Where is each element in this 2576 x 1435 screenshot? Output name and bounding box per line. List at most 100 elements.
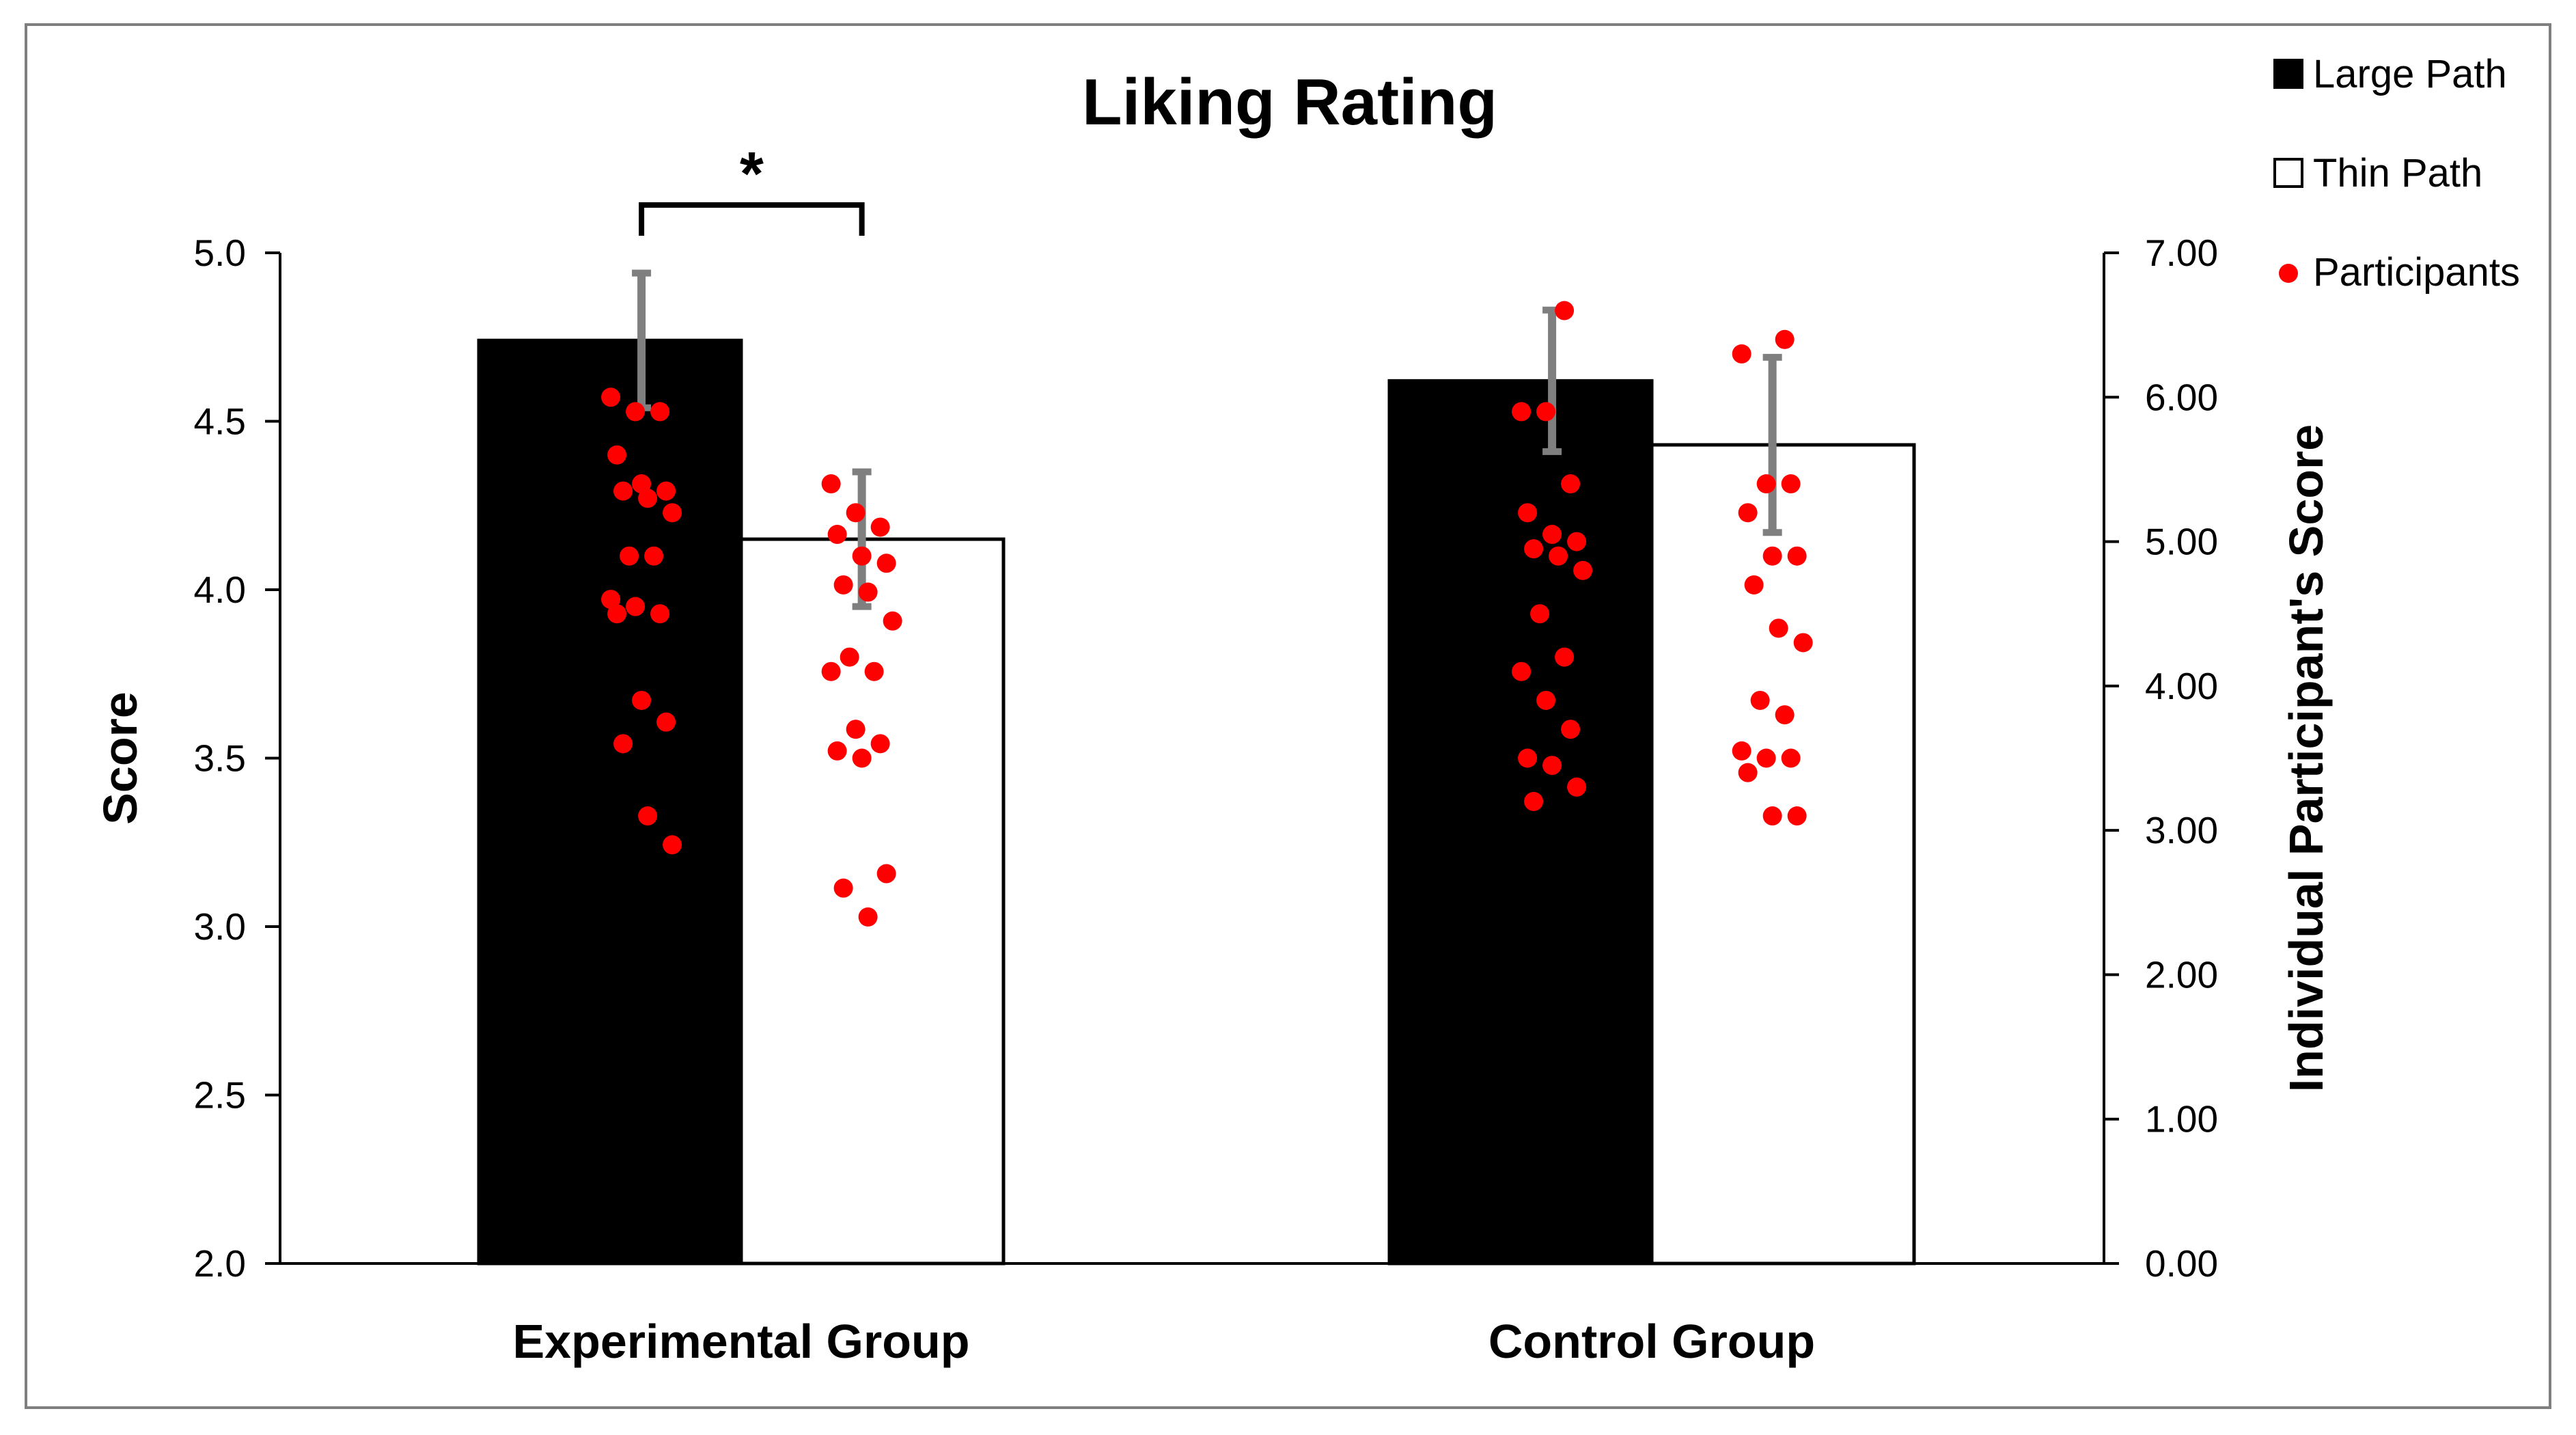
participant-dot-0-0-1 bbox=[626, 402, 646, 422]
participant-dot-0-0-12 bbox=[626, 597, 646, 616]
participant-dot-0-0-10 bbox=[644, 546, 664, 566]
participant-dot-0-1-7 bbox=[1524, 539, 1544, 559]
participant-dot-0-0-11 bbox=[601, 590, 621, 610]
y2-tick-label: 0.00 bbox=[2145, 1242, 2218, 1285]
participant-dot-1-1-6 bbox=[1787, 546, 1807, 566]
legend-label: Large Path bbox=[2313, 52, 2507, 96]
participant-dot-0-0-6 bbox=[613, 481, 633, 501]
participant-dot-1-1-14 bbox=[1781, 748, 1801, 768]
participant-dot-0-0-7 bbox=[638, 489, 658, 508]
participant-dot-1-1-2 bbox=[1756, 474, 1776, 494]
participant-dot-0-1-5 bbox=[1542, 525, 1562, 545]
participant-dot-1-1-13 bbox=[1756, 748, 1776, 768]
participant-dot-1-1-9 bbox=[1793, 633, 1813, 653]
participant-dot-0-0-3 bbox=[607, 445, 627, 465]
participant-dot-1-0-15 bbox=[852, 748, 872, 768]
chart-title: Liking Rating bbox=[1082, 66, 1497, 139]
y-tick-label: 3.5 bbox=[194, 737, 246, 780]
legend-label: Thin Path bbox=[2313, 151, 2482, 195]
significance-bracket bbox=[639, 202, 865, 236]
participant-dot-0-1-14 bbox=[1561, 720, 1581, 739]
participant-dot-1-0-4 bbox=[852, 546, 872, 566]
legend: Large Path Thin Path Participants bbox=[2273, 52, 2520, 295]
participant-dot-1-0-13 bbox=[870, 734, 890, 754]
participant-dot-1-1-7 bbox=[1744, 575, 1764, 594]
participant-dot-0-1-0 bbox=[1555, 301, 1575, 320]
significance-marker: * bbox=[740, 140, 764, 208]
participant-dot-0-1-17 bbox=[1567, 777, 1587, 797]
participant-dot-1-0-1 bbox=[846, 503, 865, 523]
participant-dot-1-1-0 bbox=[1775, 329, 1795, 349]
participant-dot-1-1-11 bbox=[1775, 705, 1795, 725]
participant-dot-1-0-0 bbox=[821, 474, 841, 494]
participant-dot-0-1-13 bbox=[1536, 690, 1556, 710]
participant-dot-0-0-9 bbox=[620, 546, 639, 566]
y2-tick-label: 7.00 bbox=[2145, 232, 2218, 274]
participant-dot-0-1-3 bbox=[1561, 474, 1581, 494]
y-axis-title: Score bbox=[94, 692, 147, 825]
participant-dot-1-0-7 bbox=[858, 582, 878, 602]
y2-tick-label: 1.00 bbox=[2145, 1098, 2218, 1140]
participant-dot-0-0-17 bbox=[613, 734, 633, 754]
participant-dot-1-0-10 bbox=[864, 661, 884, 681]
participant-dot-0-1-9 bbox=[1573, 560, 1593, 580]
legend-label: Participants bbox=[2313, 250, 2520, 295]
bar-large-path-0 bbox=[477, 338, 743, 1266]
participant-dot-0-0-8 bbox=[663, 503, 682, 523]
y-tick-label: 4.0 bbox=[194, 569, 246, 611]
participant-dot-1-1-8 bbox=[1769, 618, 1788, 638]
participant-dot-1-1-5 bbox=[1762, 546, 1782, 566]
legend-swatch-thin-path bbox=[2273, 158, 2303, 188]
participant-dot-0-1-4 bbox=[1518, 503, 1538, 523]
y2-tick-label: 4.00 bbox=[2145, 665, 2218, 707]
participant-dot-1-0-2 bbox=[870, 517, 890, 537]
participant-dot-0-0-19 bbox=[663, 835, 682, 855]
participant-dot-0-0-13 bbox=[650, 604, 670, 624]
plot-area: 2.0 2.5 3.0 3.5 4.0 4.5 5.0 Score 0.00 1.00 2.00 3.… bbox=[94, 140, 2333, 1368]
y2-tick-label: 5.00 bbox=[2145, 521, 2218, 563]
participant-dot-0-1-12 bbox=[1512, 661, 1532, 681]
participant-dot-1-0-17 bbox=[833, 878, 853, 898]
participant-dot-1-0-12 bbox=[846, 720, 865, 739]
participant-dot-0-0-5 bbox=[656, 481, 676, 501]
participant-dot-0-0-14 bbox=[607, 604, 627, 624]
participant-dot-0-1-2 bbox=[1536, 402, 1556, 422]
y2-axis-title: Individual Participant's Score bbox=[2280, 424, 2333, 1092]
participant-dot-0-0-15 bbox=[632, 690, 652, 710]
participant-dot-0-0-0 bbox=[601, 387, 621, 407]
y-tick-label: 3.0 bbox=[194, 905, 246, 948]
participant-dot-1-0-9 bbox=[840, 647, 859, 667]
participant-dot-1-1-4 bbox=[1738, 503, 1758, 523]
y2-tick-label: 3.00 bbox=[2145, 809, 2218, 851]
bar-thin-path-0 bbox=[739, 537, 1006, 1266]
participant-dot-1-1-17 bbox=[1787, 806, 1807, 826]
y-tick-label: 5.0 bbox=[194, 232, 246, 274]
participant-dot-1-1-1 bbox=[1732, 344, 1751, 364]
legend-swatch-participants bbox=[2279, 264, 2298, 283]
bar-thin-path-1 bbox=[1650, 443, 1916, 1266]
participant-dot-0-0-16 bbox=[656, 712, 676, 732]
participant-dot-1-0-5 bbox=[876, 554, 896, 573]
participant-dot-0-1-10 bbox=[1530, 604, 1550, 624]
participant-dot-1-0-3 bbox=[827, 525, 847, 545]
participant-dot-1-1-12 bbox=[1732, 741, 1751, 761]
participant-dot-0-1-1 bbox=[1512, 402, 1532, 422]
y2-tick-label: 2.00 bbox=[2145, 953, 2218, 996]
bar-large-path-1 bbox=[1387, 379, 1654, 1266]
participant-dot-1-1-15 bbox=[1738, 763, 1758, 782]
y2-tick-label: 6.00 bbox=[2145, 376, 2218, 418]
category-label: Control Group bbox=[1488, 1315, 1815, 1368]
category-label: Experimental Group bbox=[512, 1315, 969, 1368]
y-tick-label: 2.5 bbox=[194, 1074, 246, 1117]
participant-dot-1-0-18 bbox=[858, 907, 878, 927]
legend-swatch-large-path bbox=[2273, 59, 2303, 89]
participant-dot-1-0-11 bbox=[821, 661, 841, 681]
participant-dot-1-0-16 bbox=[876, 864, 896, 884]
participant-dot-0-1-16 bbox=[1542, 756, 1562, 776]
y-tick-label: 4.5 bbox=[194, 400, 246, 443]
participant-dot-0-0-4 bbox=[632, 474, 652, 494]
participant-dot-1-0-6 bbox=[833, 575, 853, 594]
y-tick-label: 2.0 bbox=[194, 1242, 246, 1285]
